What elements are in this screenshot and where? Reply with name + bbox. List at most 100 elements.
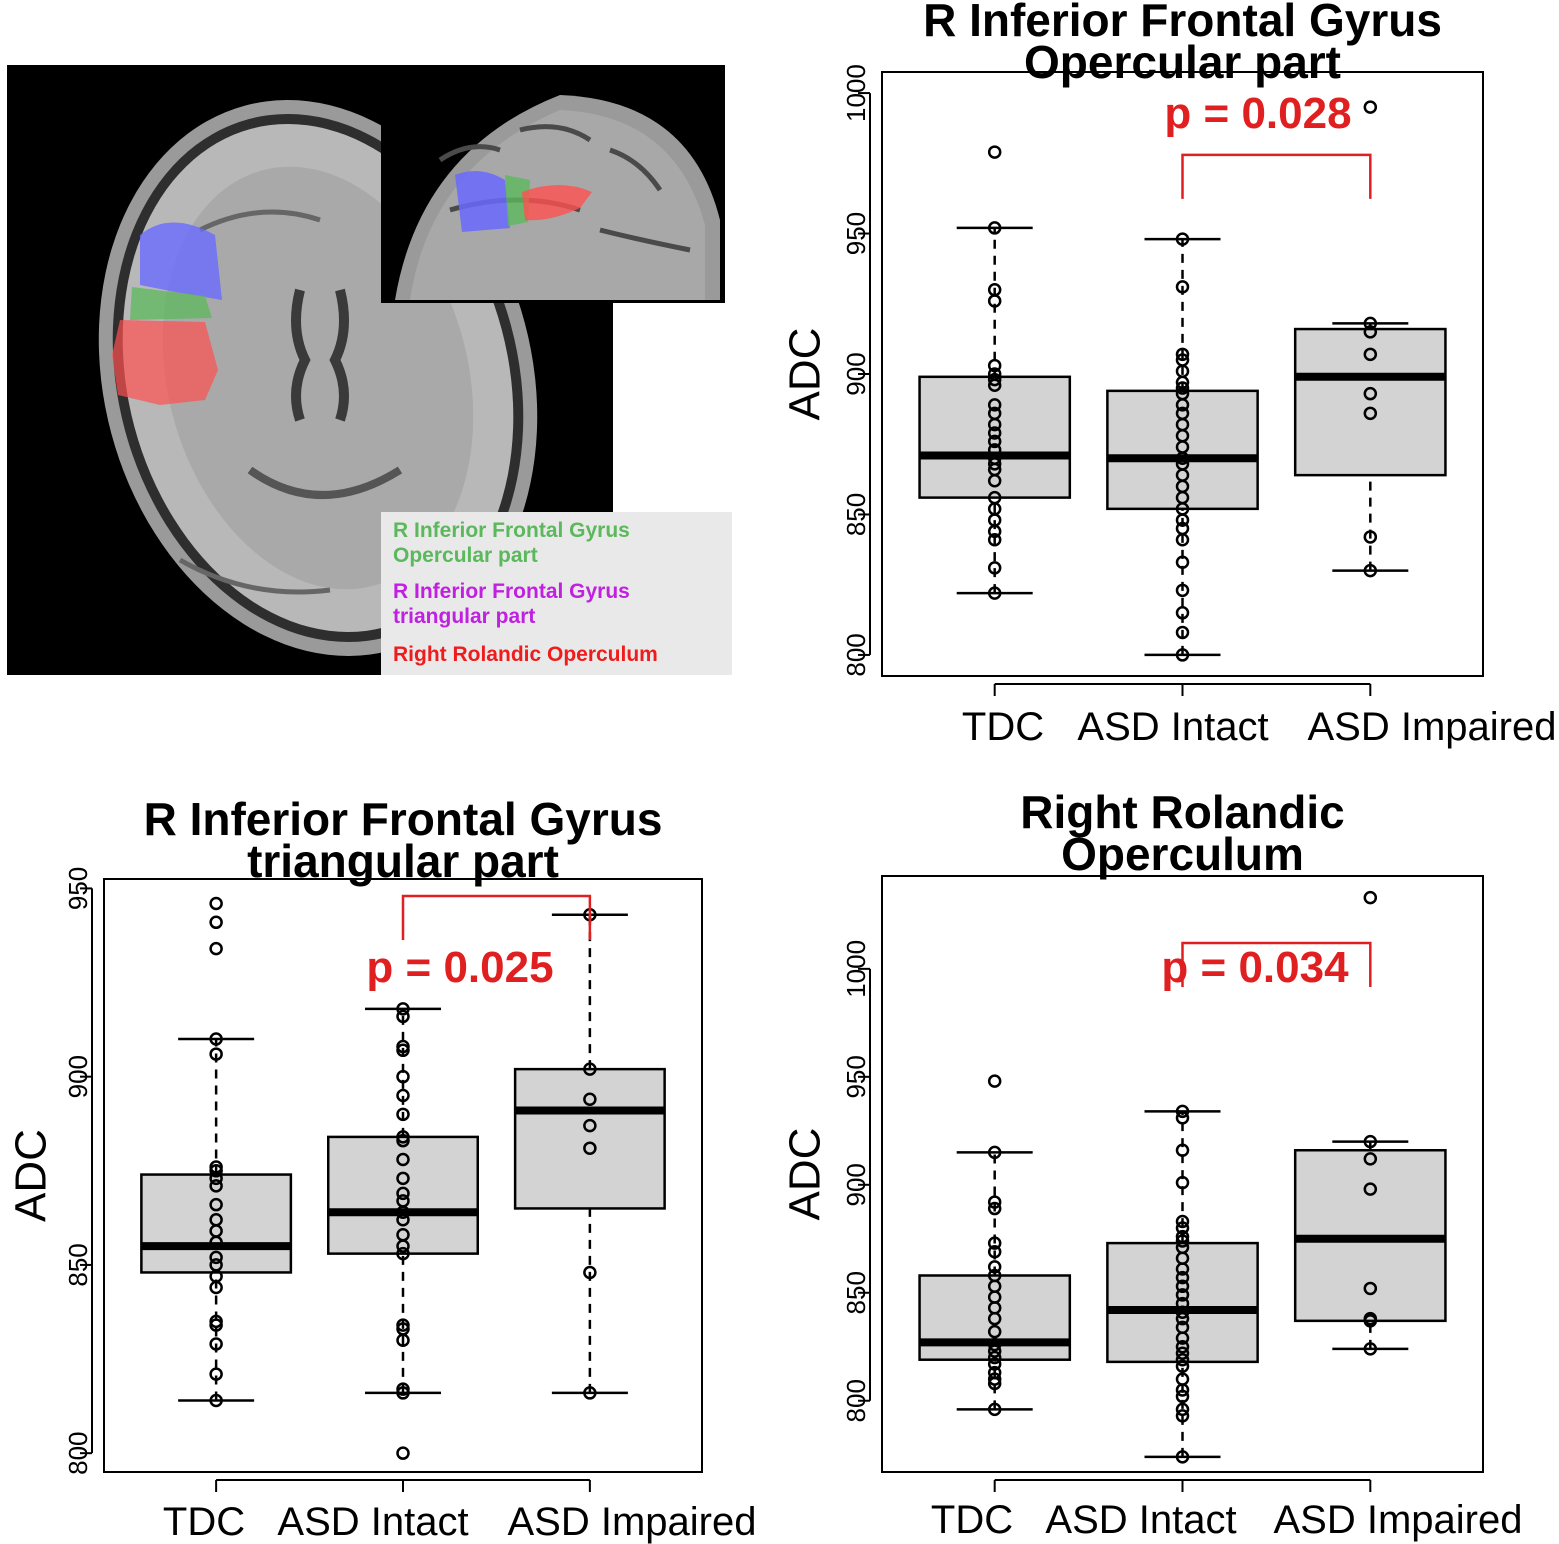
data-point	[1175, 1175, 1190, 1190]
y-tick-label: 950	[841, 212, 871, 255]
data-point	[396, 1107, 410, 1122]
x-tick-label: ASD Intact	[1045, 1498, 1236, 1542]
data-point	[987, 426, 1002, 440]
data-point	[987, 398, 1002, 412]
y-tick-label: 850	[63, 1243, 93, 1286]
data-point	[987, 434, 1002, 449]
y-tick-label: 900	[63, 1055, 93, 1098]
data-point	[987, 282, 1002, 297]
data-point	[1175, 1320, 1190, 1335]
data-point	[987, 451, 1002, 466]
y-tick-label: 950	[63, 867, 93, 910]
y-tick-label: 1000	[841, 940, 871, 998]
y-tick-label: 850	[841, 493, 871, 536]
opercular-region	[130, 287, 212, 320]
p-value-label: p = 0.034	[1161, 943, 1349, 992]
x-tick-label: TDC	[931, 1498, 1013, 1542]
data-point	[1175, 1305, 1190, 1319]
data-point	[1175, 1111, 1190, 1125]
y-tick-label: 850	[841, 1271, 871, 1314]
data-point	[987, 1357, 1002, 1371]
data-point	[1363, 1281, 1378, 1296]
data-point	[1363, 406, 1378, 421]
data-point	[396, 1446, 410, 1460]
data-point	[583, 1118, 597, 1133]
data-point	[1175, 1450, 1190, 1464]
data-point	[396, 1171, 410, 1186]
data-point	[396, 1212, 410, 1227]
box-iqr	[513, 1067, 666, 1210]
data-point	[583, 1386, 597, 1400]
data-point	[396, 1002, 410, 1016]
data-point	[396, 1039, 410, 1054]
data-point	[1363, 316, 1378, 331]
data-point	[987, 490, 1002, 505]
data-point	[209, 915, 223, 930]
data-point	[1175, 353, 1190, 367]
data-point	[396, 1009, 410, 1024]
data-point	[987, 1350, 1002, 1365]
legend-opercular-line1: R Inferior Frontal Gyrus	[393, 519, 630, 542]
plot-frame	[881, 71, 1484, 677]
data-point	[396, 1130, 410, 1144]
chart-title-line: triangular part	[247, 835, 559, 887]
data-point	[209, 1179, 223, 1193]
box-iqr	[1293, 327, 1447, 477]
data-point	[987, 1201, 1002, 1216]
data-point	[987, 1402, 1002, 1417]
data-point	[209, 1047, 223, 1061]
data-point	[396, 1186, 410, 1201]
region-legend	[381, 512, 732, 675]
triangular-region	[140, 222, 222, 300]
data-point	[1175, 1270, 1190, 1285]
chart-title-line: R Inferior Frontal Gyrus	[144, 793, 663, 845]
x-tick-label: ASD Intact	[1077, 705, 1268, 749]
data-point	[209, 1032, 223, 1046]
data-point	[987, 221, 1002, 235]
data-point	[987, 532, 1002, 547]
data-point	[583, 1092, 597, 1107]
data-point	[987, 1244, 1002, 1259]
data-point	[987, 561, 1002, 575]
data-point	[1175, 1214, 1190, 1229]
data-point	[987, 358, 1002, 373]
data-point	[1175, 1279, 1190, 1294]
data-point	[209, 1250, 223, 1265]
data-point	[1363, 890, 1378, 905]
data-point	[396, 1069, 410, 1084]
data-point	[209, 941, 223, 956]
legend-rolandic-line1: Right Rolandic Operculum	[393, 643, 658, 666]
data-point	[396, 1246, 410, 1261]
data-point	[987, 1337, 1002, 1352]
data-point	[583, 1062, 597, 1076]
data-point	[987, 1145, 1002, 1160]
rolandic-region	[112, 320, 218, 405]
data-point	[1175, 232, 1190, 246]
data-point	[1175, 1389, 1190, 1404]
data-point	[1175, 521, 1190, 536]
data-point	[396, 1152, 410, 1167]
legend-triangular-line2: triangular part	[393, 605, 536, 628]
data-point	[1175, 1372, 1190, 1386]
data-point	[1363, 1134, 1378, 1149]
data-point	[1175, 406, 1190, 421]
legend-opercular-line2: Opercular part	[393, 544, 538, 567]
data-point	[987, 372, 1002, 387]
box-iqr	[140, 1173, 293, 1274]
data-point	[987, 1372, 1002, 1386]
data-point	[987, 1236, 1002, 1250]
x-tick-label: TDC	[163, 1500, 245, 1544]
data-point	[1175, 1104, 1190, 1119]
data-point	[987, 406, 1002, 421]
data-point	[396, 1228, 410, 1242]
data-point	[1175, 583, 1190, 598]
data-point	[987, 1195, 1002, 1209]
data-point	[209, 1393, 223, 1408]
data-point	[987, 145, 1002, 159]
data-point	[1363, 563, 1378, 578]
data-point	[1175, 1234, 1190, 1248]
y-tick-label: 800	[63, 1431, 93, 1474]
data-point	[1175, 1340, 1190, 1354]
y-tick-label: 800	[841, 633, 871, 676]
